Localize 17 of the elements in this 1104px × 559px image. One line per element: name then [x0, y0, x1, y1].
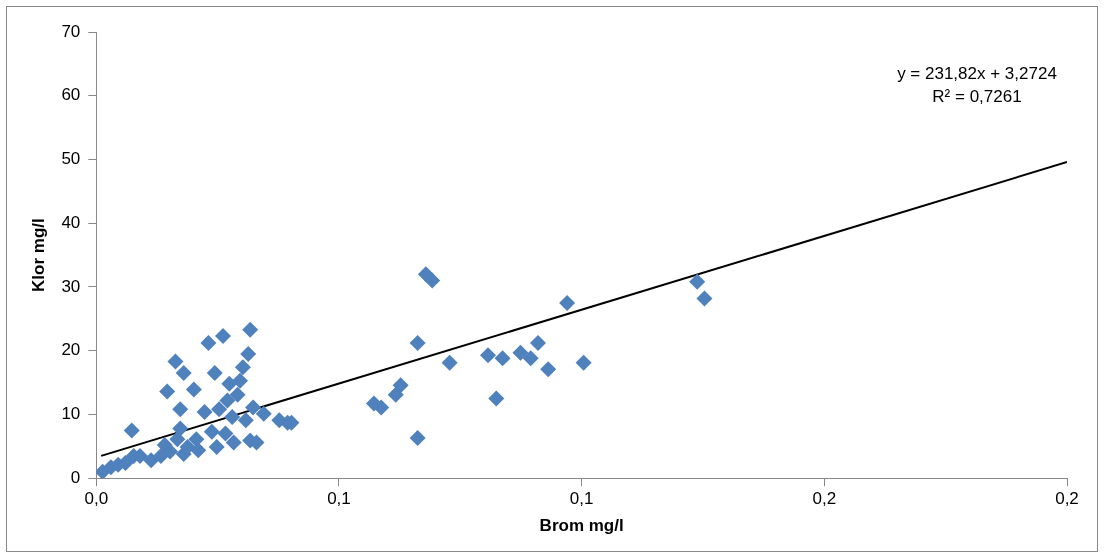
y-tick-label: 40 — [61, 212, 81, 232]
x-tick-label: 0,2 — [812, 489, 837, 509]
y-tick-label: 30 — [61, 276, 81, 296]
y-tick-label: 10 — [61, 404, 81, 424]
x-tick-label: 0,2 — [1055, 489, 1079, 509]
y-tick-label: 70 — [61, 21, 81, 41]
x-tick-label: 0,1 — [327, 489, 351, 509]
y-tick-label: 20 — [61, 340, 81, 360]
x-tick-label: 0,1 — [569, 489, 594, 509]
y-axis-title: Klor mg/l — [28, 218, 48, 292]
x-axis-title: Brom mg/l — [539, 516, 624, 536]
annotation: R² = 0,7261 — [932, 87, 1022, 106]
x-tick-label: 0,0 — [84, 489, 109, 509]
y-tick-label: 60 — [61, 85, 81, 105]
y-tick-label: 50 — [61, 149, 81, 169]
annotation: y = 231,82x + 3,2724 — [897, 64, 1057, 83]
y-tick-label: 0 — [70, 467, 81, 487]
